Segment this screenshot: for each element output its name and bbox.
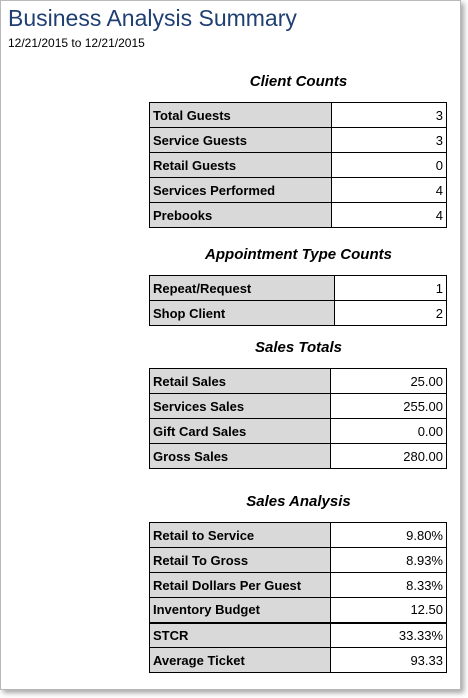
sales-analysis-table: Retail to Service 9.80% Retail To Gross … [148,522,447,673]
table-row: Retail To Gross 8.93% [148,547,447,573]
row-label: Retail Guests [148,152,333,178]
row-label: Services Sales [148,393,332,419]
row-label: Retail to Service [148,522,332,548]
client-counts-title: Client Counts [249,73,348,90]
table-row: Retail Guests 0 [148,152,447,178]
row-value: 8.93% [330,547,447,573]
row-value: 3 [331,102,447,128]
row-label: Service Guests [148,127,333,153]
sales-analysis-title: Sales Analysis [246,493,351,510]
table-row: Average Ticket 93.33 [148,647,447,673]
row-label: Retail To Gross [148,547,332,573]
table-row: Retail to Service 9.80% [148,522,447,548]
table-row: Total Guests 3 [148,102,447,128]
sales-totals-title: Sales Totals [255,339,342,356]
row-value: 3 [331,127,447,153]
row-label: Gross Sales [148,443,332,469]
row-value: 1 [333,275,448,301]
row-label: Inventory Budget [148,597,332,623]
row-value: 12.50 [330,597,447,623]
row-value: 8.33% [330,572,447,598]
row-value: 4 [331,202,447,228]
table-row: Shop Client 2 [149,300,448,326]
table-row: Prebooks 4 [148,202,447,228]
table-row: Services Performed 4 [148,177,447,203]
table-row: Retail Sales 25.00 [148,368,447,394]
table-row: Repeat/Request 1 [149,275,448,301]
row-label: Prebooks [148,202,333,228]
date-range: 12/21/2015 to 12/21/2015 [8,36,145,50]
row-value: 9.80% [330,522,447,548]
row-value: 255.00 [330,393,447,419]
table-row: Service Guests 3 [148,127,447,153]
row-label: Repeat/Request [149,275,335,301]
table-row: Gift Card Sales 0.00 [148,418,447,444]
row-value: 33.33% [330,621,447,648]
row-value: 4 [331,177,447,203]
row-label: Shop Client [149,300,335,326]
row-value: 25.00 [330,368,447,394]
appointment-type-counts-title: Appointment Type Counts [205,246,392,263]
appointment-type-counts-table: Repeat/Request 1 Shop Client 2 [149,275,448,326]
row-label: Retail Dollars Per Guest [148,572,332,598]
table-row: STCR 33.33% [148,621,447,648]
row-value: 2 [333,300,448,326]
row-value: 93.33 [330,647,447,673]
table-row: Inventory Budget 12.50 [148,597,447,623]
row-value: 0.00 [330,418,447,444]
row-label: Total Guests [148,102,333,128]
table-row: Services Sales 255.00 [148,393,447,419]
row-value: 0 [331,152,447,178]
row-label: Services Performed [148,177,333,203]
row-label: STCR [148,621,332,648]
sales-totals-table: Retail Sales 25.00 Services Sales 255.00… [148,368,447,469]
row-label: Gift Card Sales [148,418,332,444]
page-title: Business Analysis Summary [8,5,297,31]
client-counts-table: Total Guests 3 Service Guests 3 Retail G… [148,102,447,228]
row-label: Average Ticket [148,647,332,673]
table-row: Gross Sales 280.00 [148,443,447,469]
table-row: Retail Dollars Per Guest 8.33% [148,572,447,598]
row-value: 280.00 [330,443,447,469]
row-label: Retail Sales [148,368,332,394]
